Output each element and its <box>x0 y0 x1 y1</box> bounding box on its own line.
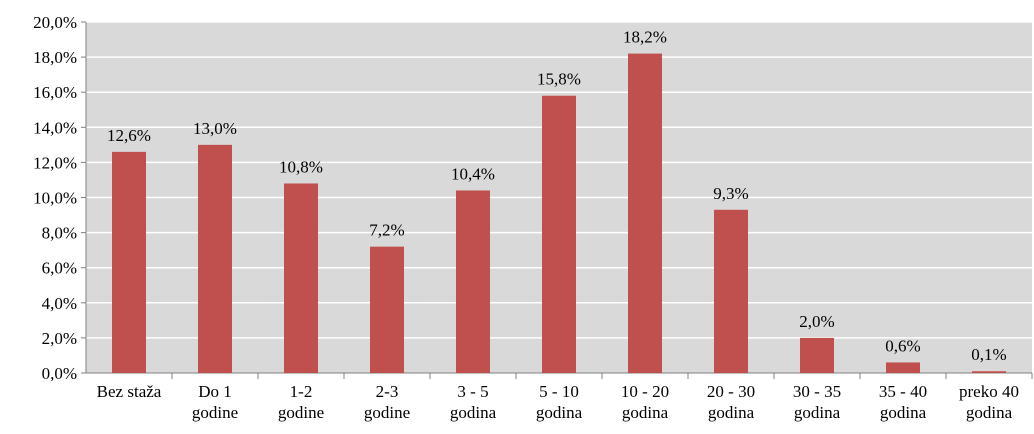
bar-value-label: 10,4% <box>451 164 495 183</box>
bar-value-label: 10,8% <box>279 157 323 176</box>
bar-value-label: 15,8% <box>537 70 581 89</box>
x-category-label-line: godine <box>364 403 410 422</box>
y-tick-label: 12,0% <box>33 153 77 172</box>
bar-value-label: 9,3% <box>713 184 748 203</box>
bar-value-label: 18,2% <box>623 28 667 47</box>
x-category-label: preko 40 godina <box>959 382 1019 422</box>
bar-value-label: 0,6% <box>885 336 920 355</box>
bar <box>456 190 490 373</box>
y-tick-label: 14,0% <box>33 118 77 137</box>
x-category-label: 2-3 godine <box>364 382 410 422</box>
x-category-label-line: godina <box>880 403 927 422</box>
x-category-label: 35 - 40 godina <box>879 382 927 422</box>
x-category-label-line: 35 - 40 <box>879 382 927 401</box>
x-category-label-line: 20 - 30 <box>707 382 755 401</box>
bar <box>886 362 920 373</box>
x-category-label-line: godine <box>278 403 324 422</box>
y-tick-label: 2,0% <box>42 329 77 348</box>
x-category-label: 20 - 30 godina <box>707 382 755 422</box>
bar-value-label: 13,0% <box>193 119 237 138</box>
bar-value-label: 2,0% <box>799 312 834 331</box>
x-category-label-line: 30 - 35 <box>793 382 841 401</box>
x-category-label-line: godina <box>536 403 583 422</box>
y-tick-label: 0,0% <box>42 364 77 383</box>
x-category-label-line: 1-2 <box>290 382 313 401</box>
y-tick-label: 4,0% <box>42 294 77 313</box>
x-category-label: Do 1 godine <box>192 382 238 422</box>
x-category-label-line: 10 - 20 <box>621 382 669 401</box>
bar <box>800 337 834 373</box>
bar <box>112 151 146 373</box>
x-category-label-line: godina <box>708 403 755 422</box>
x-category-label-line: godina <box>622 403 669 422</box>
bar <box>972 371 1006 373</box>
y-tick-label: 6,0% <box>42 259 77 278</box>
x-category-label-line: 2-3 <box>376 382 399 401</box>
x-category-label: 1-2 godine <box>278 382 324 422</box>
y-tick-label: 10,0% <box>33 189 77 208</box>
y-tick-label: 16,0% <box>33 83 77 102</box>
x-category-label-line: 3 - 5 <box>457 382 488 401</box>
x-category-label-line: 5 - 10 <box>539 382 579 401</box>
x-category-label-line: godina <box>794 403 841 422</box>
x-category-label-line: preko 40 <box>959 382 1019 401</box>
y-tick-label: 20,0% <box>33 13 77 32</box>
y-tick-label: 18,0% <box>33 48 77 67</box>
x-category-label: 10 - 20 godina <box>621 382 669 422</box>
y-tick-label: 8,0% <box>42 224 77 243</box>
bar-value-label: 7,2% <box>369 221 404 240</box>
x-category-label: 30 - 35 godina <box>793 382 841 422</box>
bar <box>370 246 404 373</box>
bar <box>542 95 576 374</box>
x-category-label: 5 - 10 godina <box>536 382 583 422</box>
bar <box>284 183 318 373</box>
x-category-label-line: Bez staža <box>97 382 162 401</box>
x-category-label: Bez staža <box>97 382 162 401</box>
bar <box>198 144 232 373</box>
x-category-label-line: godina <box>966 403 1013 422</box>
x-category-label: 3 - 5 godina <box>450 382 497 422</box>
bar <box>714 209 748 373</box>
bar-value-label: 0,1% <box>971 345 1006 364</box>
bar-value-label: 12,6% <box>107 126 151 145</box>
x-category-label-line: godine <box>192 403 238 422</box>
x-category-label-line: godina <box>450 403 497 422</box>
bar <box>628 53 662 374</box>
x-category-label-line: Do 1 <box>198 382 232 401</box>
